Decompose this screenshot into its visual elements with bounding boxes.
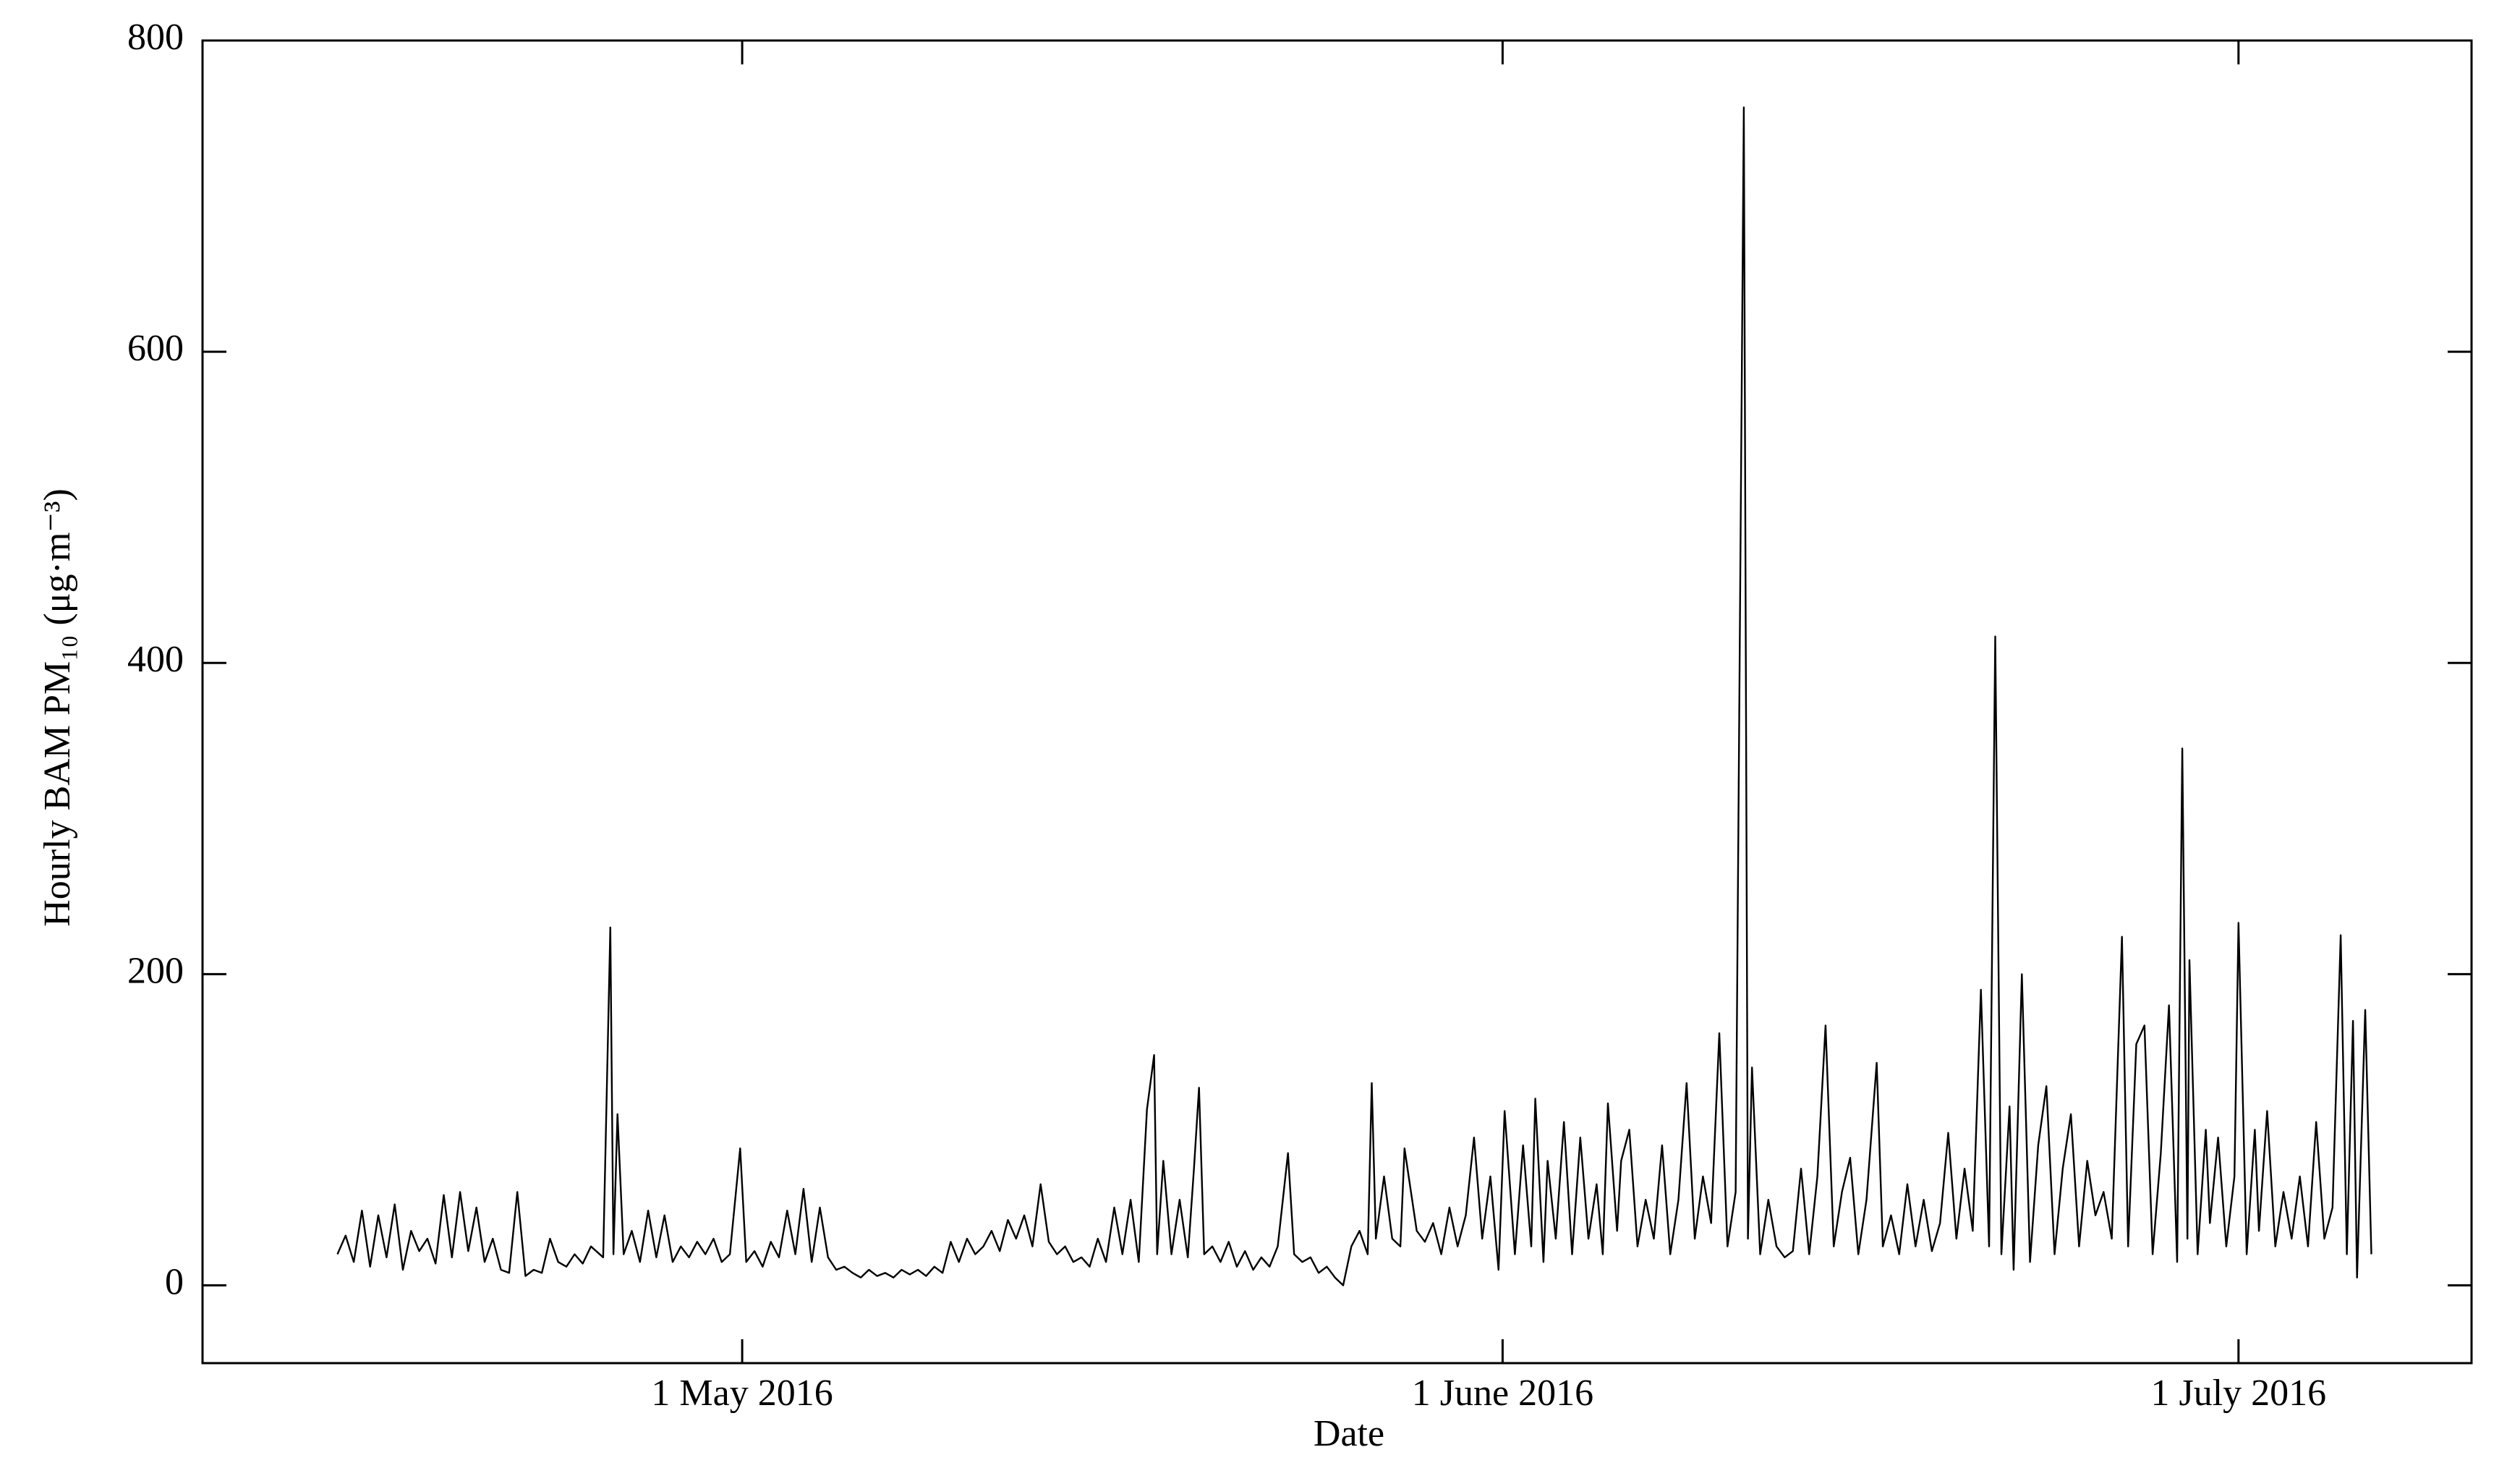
x-tick-label: 1 July 2016 (2150, 1373, 2326, 1414)
y-tick-label: 200 (127, 950, 184, 991)
data-line (336, 106, 2372, 1286)
x-axis-label: Date (1314, 1413, 1384, 1454)
y-axis-label: Hourly BAM PM₁₀ (μg·m⁻³) (37, 488, 78, 927)
y-tick-label: 400 (127, 639, 184, 680)
x-tick-label: 1 May 2016 (651, 1373, 833, 1414)
plot-frame (201, 39, 2473, 1365)
y-tick-label: 800 (127, 17, 184, 58)
y-tick-label: 600 (127, 328, 184, 369)
x-tick-label: 1 June 2016 (1412, 1373, 1593, 1414)
y-tick-label: 0 (165, 1261, 184, 1302)
